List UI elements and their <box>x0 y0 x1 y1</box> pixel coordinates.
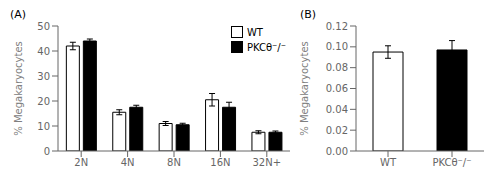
svg-text:32N+: 32N+ <box>253 157 282 168</box>
svg-text:PKCθ⁻/⁻: PKCθ⁻/⁻ <box>432 157 471 168</box>
svg-text:10: 10 <box>37 121 50 132</box>
svg-text:4N: 4N <box>121 157 135 168</box>
svg-text:0.08: 0.08 <box>326 62 348 73</box>
svg-text:8N: 8N <box>167 157 181 168</box>
html-text:WT: WT <box>246 26 263 38</box>
html-text:PKCθ⁻/⁻: PKCθ⁻/⁻ <box>246 41 286 53</box>
html-text:(B): (B) <box>300 8 317 21</box>
svg-text:50: 50 <box>37 21 50 32</box>
svg-text:WT: WT <box>380 157 397 168</box>
svg-text:0.00: 0.00 <box>326 146 348 157</box>
svg-text:40: 40 <box>37 46 50 57</box>
svg-text:16N: 16N <box>210 157 230 168</box>
svg-text:20: 20 <box>37 96 50 107</box>
svg-text:0.10: 0.10 <box>326 41 348 52</box>
svg-text:0.12: 0.12 <box>326 21 348 32</box>
svg-text:0: 0 <box>44 146 50 157</box>
svg-text:0.02: 0.02 <box>326 125 348 136</box>
html-text:(A): (A) <box>10 8 27 21</box>
svg-text:0.04: 0.04 <box>326 104 348 115</box>
svg-text:0.06: 0.06 <box>326 83 348 94</box>
svg-text:2N: 2N <box>74 157 88 168</box>
svg-text:% Megakaryocytes: % Megakaryocytes <box>13 41 24 136</box>
svg-text:30: 30 <box>37 71 50 82</box>
svg-text:% Megakaryocytes: % Megakaryocytes <box>299 41 310 136</box>
